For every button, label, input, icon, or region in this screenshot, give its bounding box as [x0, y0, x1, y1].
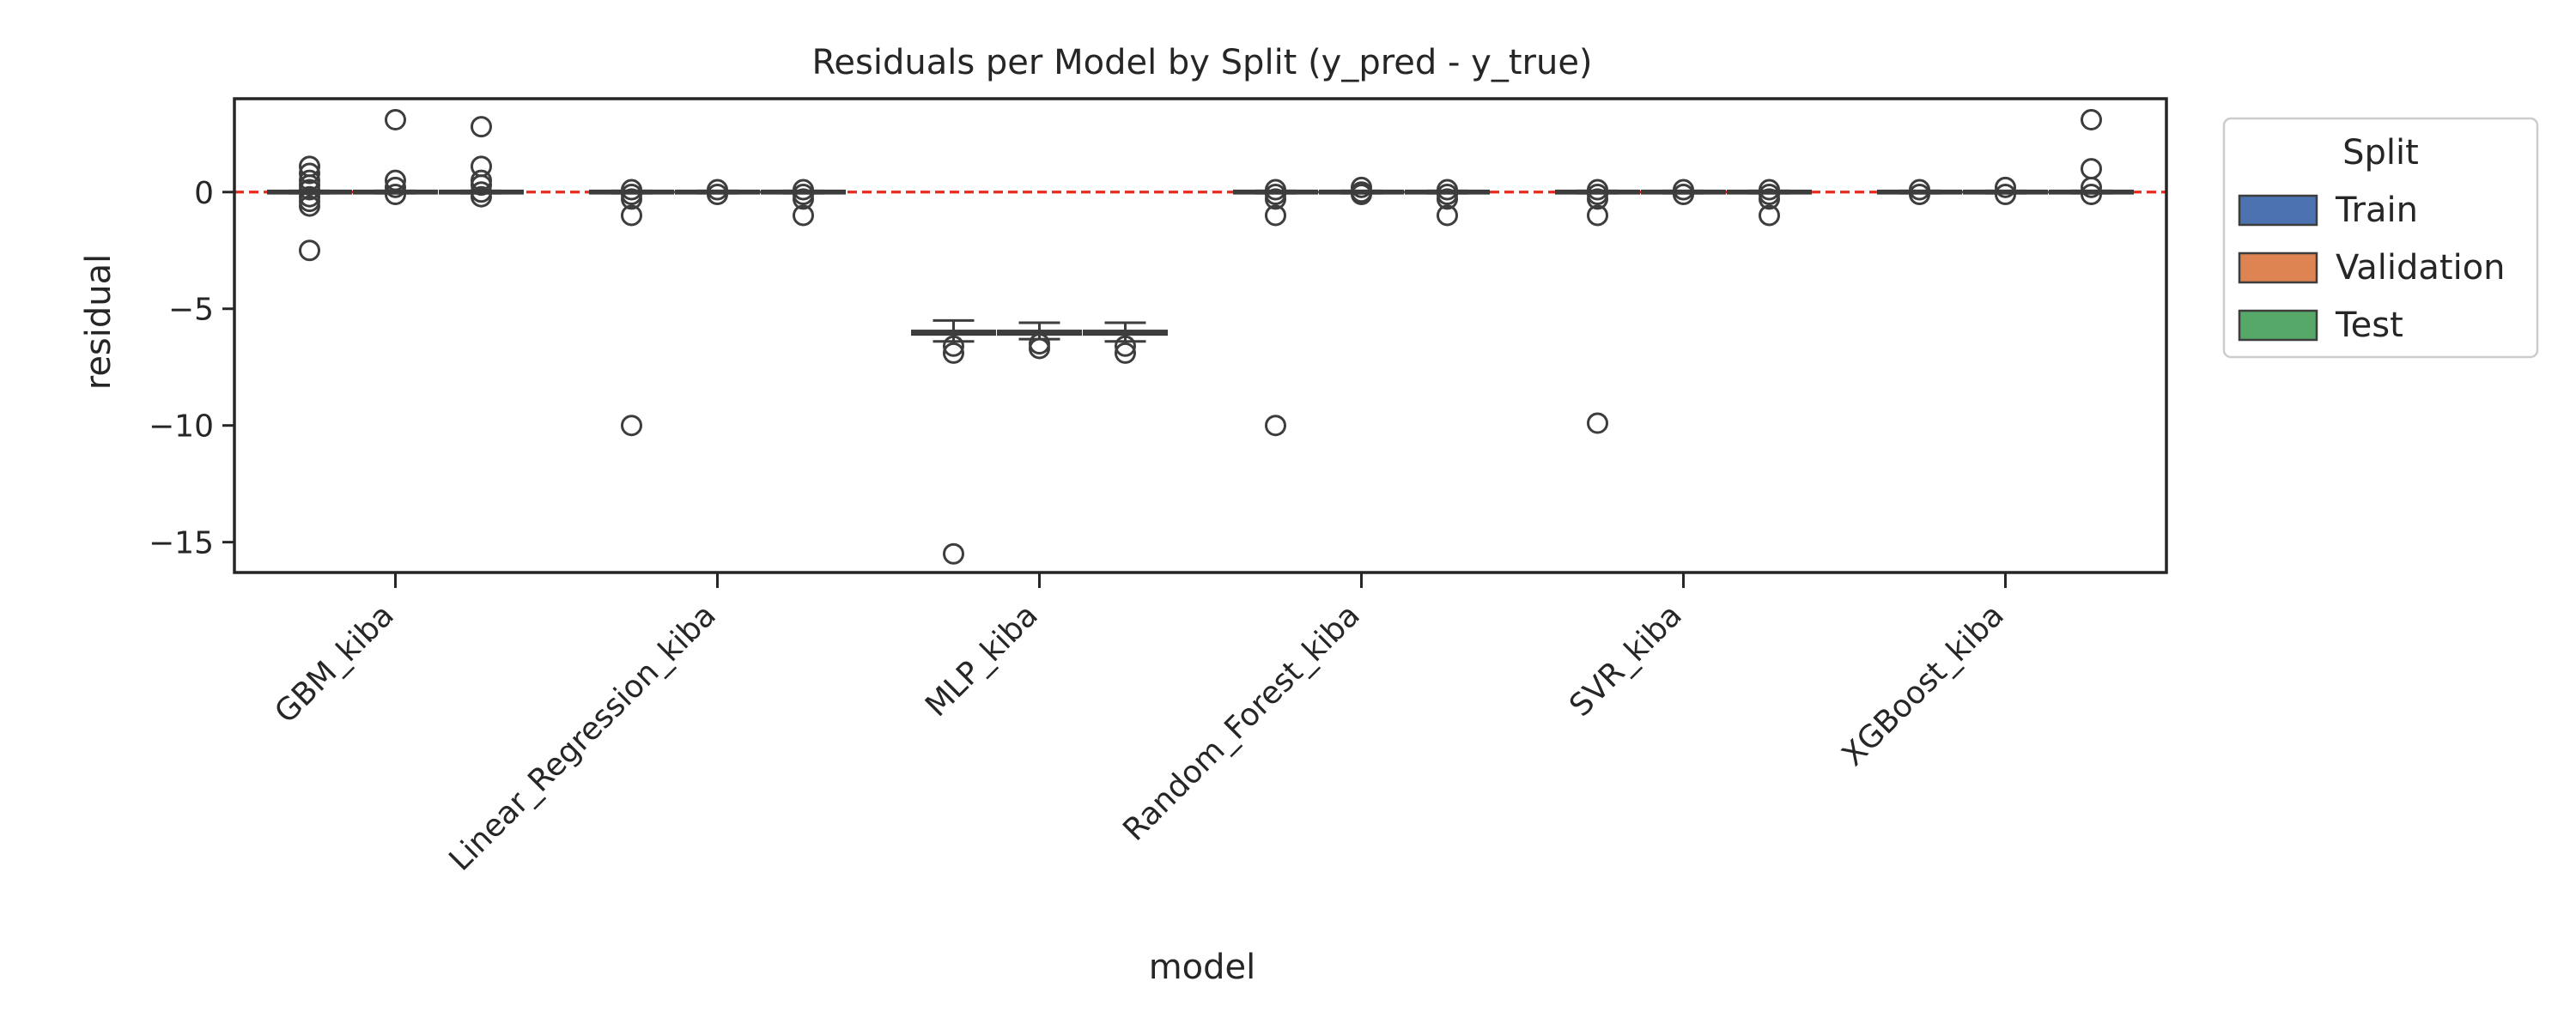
- outlier-point: [1437, 188, 1458, 210]
- outlier-point: [1115, 335, 1136, 357]
- outlier-point: [621, 188, 642, 210]
- outlier-point: [1265, 415, 1286, 437]
- outlier-point: [1587, 204, 1608, 227]
- outlier-point: [621, 204, 642, 227]
- x-tick-label: XGBoost_kiba: [1836, 597, 2011, 772]
- x-tick-label: MLP_kiba: [919, 597, 1045, 724]
- legend: Split Train Validation Test: [2222, 117, 2539, 359]
- box-test-MLP_kiba: [1083, 321, 1168, 364]
- outlier-point: [471, 116, 492, 138]
- outlier-point: [1673, 183, 1694, 205]
- outlier-point: [793, 188, 814, 210]
- legend-swatch: [2238, 194, 2318, 227]
- box-train-SVR_kiba: [1555, 179, 1640, 434]
- legend-title: Split: [2342, 133, 2419, 173]
- legend-swatch: [2238, 251, 2318, 284]
- outlier-point: [621, 415, 642, 437]
- outlier-point: [793, 204, 814, 227]
- box-test-Random_Forest_kiba: [1405, 179, 1490, 227]
- outlier-point: [299, 162, 320, 185]
- box-validation-MLP_kiba: [997, 321, 1082, 360]
- legend-swatch: [2238, 309, 2318, 342]
- chart-title: Residuals per Model by Split (y_pred - y…: [811, 43, 1592, 82]
- legend-entry-test: Test: [2238, 306, 2403, 345]
- x-tick-label: SVR_kiba: [1563, 597, 1689, 724]
- outlier-point: [385, 176, 406, 198]
- outlier-point: [1351, 183, 1372, 205]
- box-train-Linear_Regression_kiba: [589, 179, 674, 437]
- legend-entry-validation: Validation: [2238, 248, 2506, 288]
- y-tick-label: −10: [149, 409, 214, 445]
- x-axis-label: model: [1149, 948, 1256, 987]
- outlier-point: [1115, 342, 1136, 364]
- box-validation-Random_Forest_kiba: [1319, 176, 1404, 205]
- outlier-point: [2081, 108, 2102, 130]
- outlier-point: [1759, 188, 1780, 210]
- y-tick-label: 0: [194, 176, 214, 211]
- box-test-GBM_kiba: [439, 116, 524, 208]
- outlier-point: [1587, 412, 1608, 434]
- outlier-point: [299, 195, 320, 217]
- box-train-XGBoost_kiba: [1877, 179, 1962, 205]
- legend-frame: [2222, 117, 2539, 359]
- outlier-point: [1995, 176, 2016, 198]
- outlier-point: [943, 335, 964, 357]
- outlier-point: [1265, 204, 1286, 227]
- y-axis: 0 −5 −10 −15: [149, 176, 234, 561]
- outlier-point: [385, 169, 406, 191]
- outlier-point: [299, 239, 320, 262]
- y-tick-label: −15: [149, 526, 214, 561]
- outlier-point: [385, 108, 406, 130]
- outlier-point: [471, 185, 492, 208]
- y-axis-label: residual: [79, 254, 118, 391]
- outlier-point: [1759, 204, 1780, 227]
- outlier-point: [943, 342, 964, 364]
- outlier-point: [1995, 183, 2016, 205]
- outlier-point: [2081, 183, 2102, 205]
- outlier-point: [1029, 337, 1050, 360]
- outlier-point: [2081, 158, 2102, 180]
- y-tick-label: −5: [168, 293, 214, 328]
- plot-area: [233, 97, 2168, 574]
- box-validation-GBM_kiba: [353, 108, 438, 205]
- box-train-MLP_kiba: [911, 318, 996, 565]
- box-test-Linear_Regression_kiba: [761, 179, 846, 227]
- outlier-point: [299, 179, 320, 201]
- outlier-point: [707, 183, 728, 205]
- box-test-XGBoost_kiba: [2049, 108, 2134, 205]
- outlier-point: [943, 542, 964, 565]
- x-tick-label: Random_Forest_kiba: [1116, 597, 1367, 848]
- legend-label: Train: [2335, 191, 2418, 230]
- x-tick-label: GBM_kiba: [268, 597, 400, 730]
- x-tick-label: Linear_Regression_kiba: [442, 597, 722, 877]
- legend-entry-train: Train: [2238, 191, 2418, 230]
- box-validation-XGBoost_kiba: [1963, 176, 2048, 205]
- outlier-point: [1437, 204, 1458, 227]
- box-validation-SVR_kiba: [1641, 179, 1726, 205]
- legend-label: Test: [2335, 306, 2403, 345]
- outlier-point: [2081, 176, 2102, 198]
- box-train-Random_Forest_kiba: [1233, 179, 1318, 437]
- legend-label: Validation: [2336, 248, 2506, 288]
- box-validation-Linear_Regression_kiba: [675, 179, 760, 205]
- plot-frame: [233, 97, 2168, 574]
- outlier-point: [1909, 183, 1930, 205]
- outlier-point: [1587, 188, 1608, 210]
- x-axis: GBM_kiba Linear_Regression_kiba MLP_kiba Ra…: [268, 573, 2011, 878]
- outlier-point: [1265, 188, 1286, 210]
- outlier-point: [471, 174, 492, 197]
- box-test-SVR_kiba: [1727, 179, 1812, 227]
- box-train-GBM_kiba: [267, 155, 352, 262]
- outlier-point: [385, 183, 406, 205]
